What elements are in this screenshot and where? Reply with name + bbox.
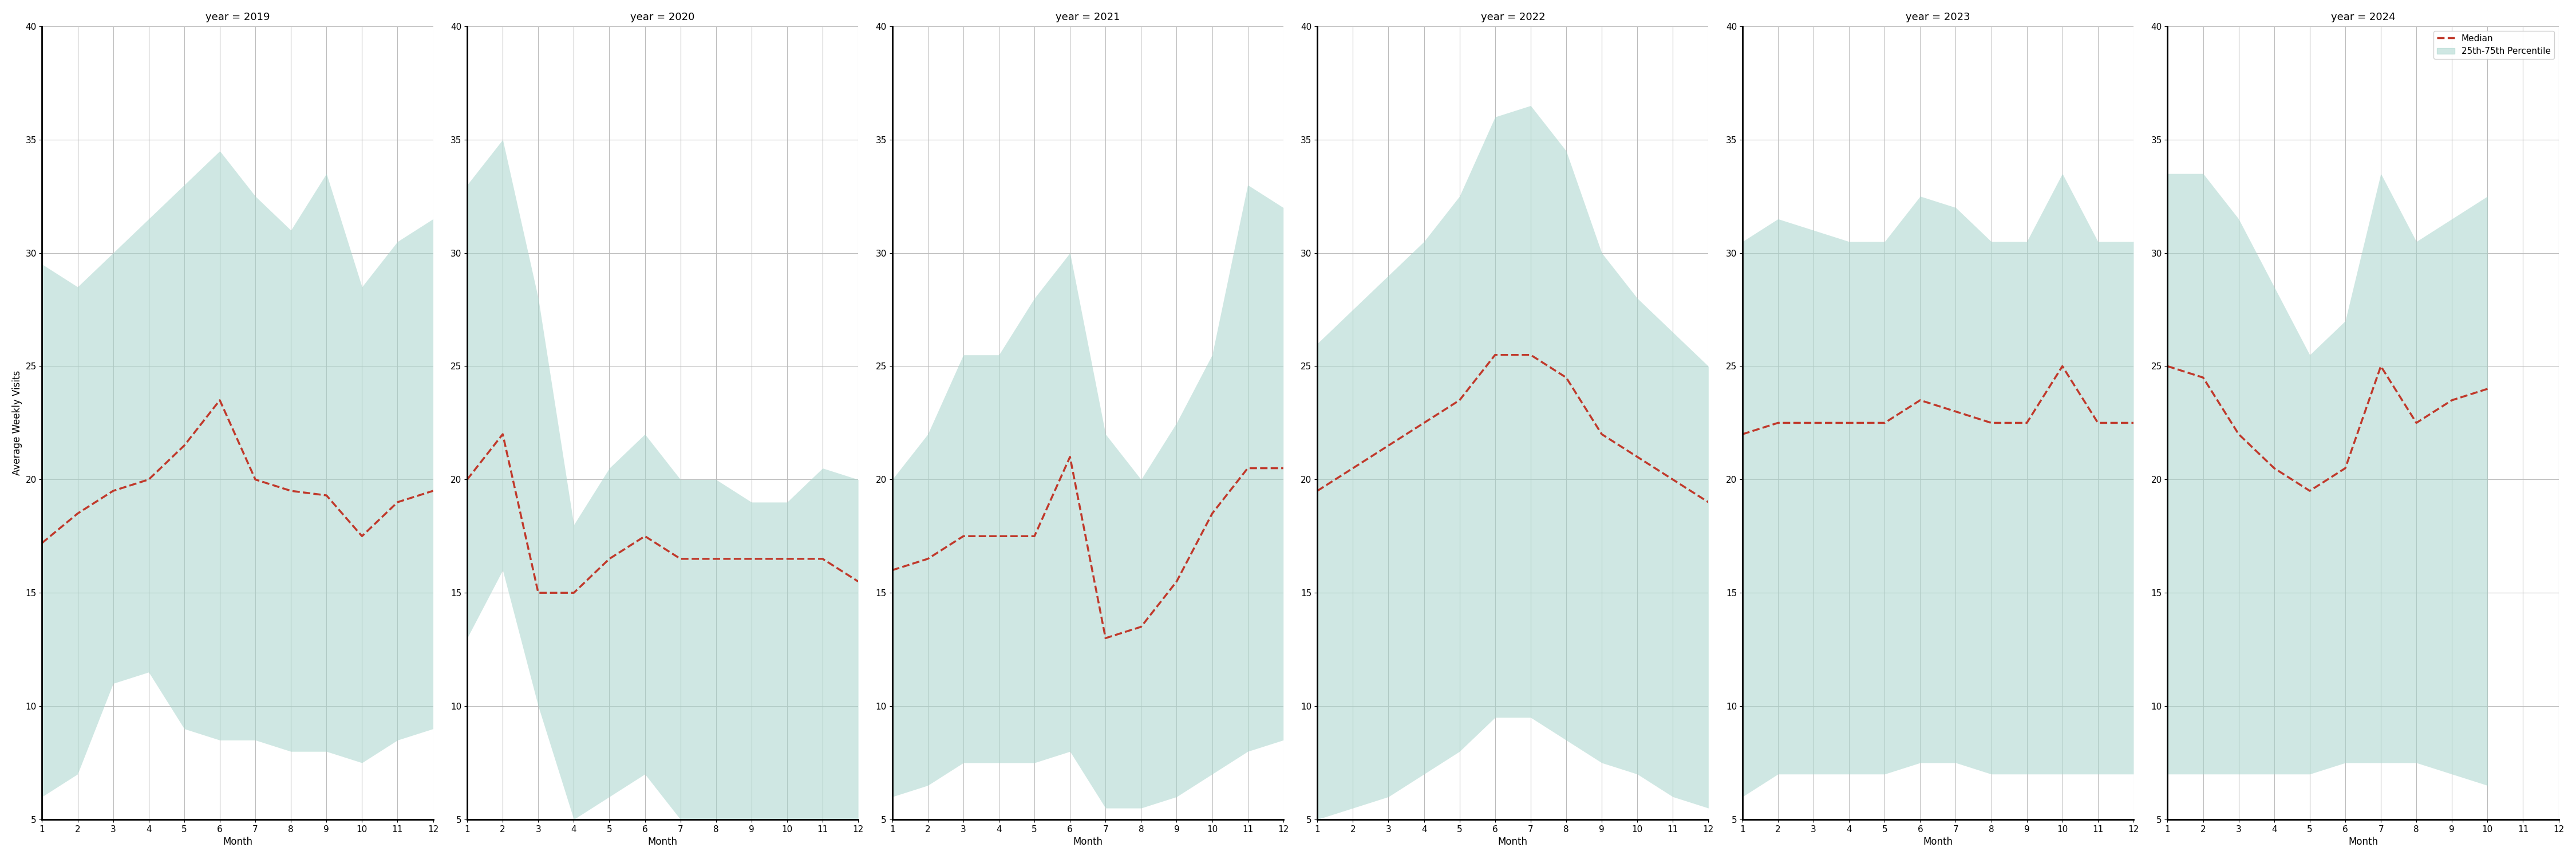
X-axis label: Month: Month [1924, 837, 1953, 847]
X-axis label: Month: Month [2349, 837, 2378, 847]
X-axis label: Month: Month [1499, 837, 1528, 847]
X-axis label: Month: Month [222, 837, 252, 847]
Title: year = 2020: year = 2020 [631, 12, 696, 22]
Title: year = 2021: year = 2021 [1056, 12, 1121, 22]
X-axis label: Month: Month [647, 837, 677, 847]
X-axis label: Month: Month [1072, 837, 1103, 847]
Title: year = 2019: year = 2019 [206, 12, 270, 22]
Title: year = 2023: year = 2023 [1906, 12, 1971, 22]
Title: year = 2024: year = 2024 [2331, 12, 2396, 22]
Legend: Median, 25th-75th Percentile: Median, 25th-75th Percentile [2434, 31, 2555, 59]
Title: year = 2022: year = 2022 [1481, 12, 1546, 22]
Y-axis label: Average Weekly Visits: Average Weekly Visits [13, 370, 23, 475]
